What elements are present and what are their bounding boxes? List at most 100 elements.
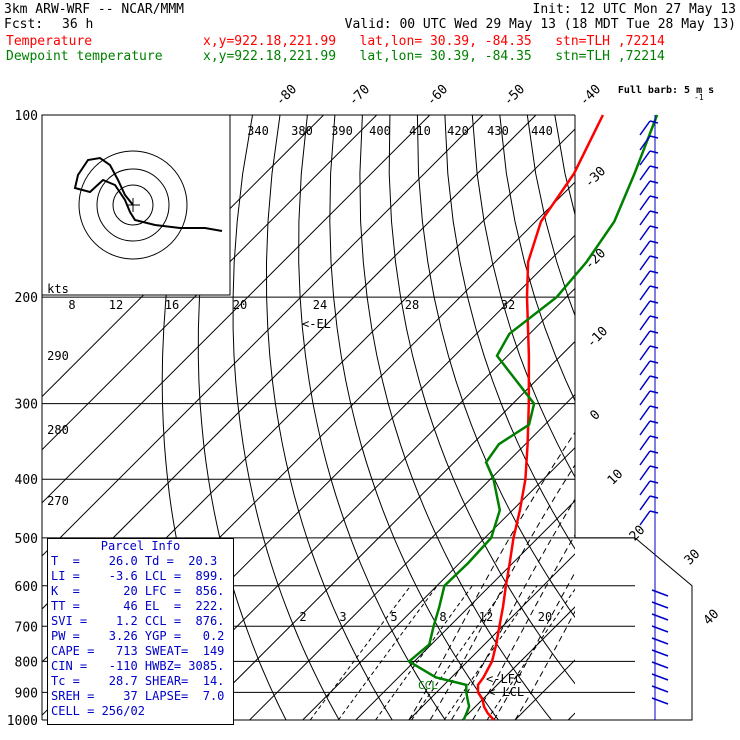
mixing-ratio-label: 3 (339, 610, 346, 624)
isotherm-label: -50 (501, 82, 528, 109)
theta-label: 410 (409, 124, 431, 138)
isotherm-label: 40 (701, 607, 723, 629)
wind-barb (639, 165, 651, 181)
theta-label: 290 (47, 349, 69, 363)
wind-barb (651, 601, 669, 609)
pressure-tick-label: 600 (15, 580, 38, 595)
wind-barb (651, 589, 669, 597)
wind-barb (639, 300, 651, 316)
wind-barb-flag (649, 450, 659, 454)
wind-barb-flag (649, 435, 659, 439)
parcel-row: SVI = 1.2 CCL = 876. (51, 614, 225, 628)
dry-adiabat (499, 115, 575, 402)
wind-barb-flag (649, 345, 659, 349)
mixing-ratio-label: 8 (439, 610, 446, 624)
wind-barb-flag (649, 390, 659, 394)
isotherm-line (143, 287, 575, 720)
hodo-trace (73, 156, 223, 232)
wind-barb (651, 685, 669, 693)
wind-barb (651, 649, 669, 657)
wind-barb (651, 625, 669, 633)
wind-barb (639, 240, 651, 256)
dry-adiabat (388, 115, 575, 685)
pressure-tick-label: 200 (15, 291, 38, 306)
wind-barb (639, 315, 651, 331)
dry-adiabat (665, 115, 740, 733)
wind-barb-flag (649, 495, 659, 499)
wind-barb-flag (649, 180, 659, 184)
wind-barb-flag (649, 465, 659, 469)
mixing-ratio-label: 20 (538, 610, 552, 624)
wind-barb-flag (649, 375, 659, 379)
parcel-row: K = 20 LFC = 856. (51, 584, 225, 598)
wind-barb-flag (649, 405, 659, 409)
moist-adiabat (429, 464, 575, 720)
wind-barb (639, 285, 651, 301)
pressure-tick-label: 1000 (7, 714, 38, 729)
hodo-scale-label: 20 (233, 298, 247, 312)
wind-barb (639, 150, 651, 166)
dry-adiabat (329, 115, 500, 720)
pressure-tick-label: 500 (15, 532, 38, 547)
dry-adiabat (637, 115, 740, 733)
wind-barb (639, 270, 651, 286)
mixing-ratio-label: 2 (299, 610, 306, 624)
parcel-row: TT = 46 EL = 222. (51, 599, 225, 613)
dry-adiabat (444, 115, 575, 550)
pressure-tick-label: 100 (15, 109, 38, 124)
dry-adiabat (471, 115, 575, 479)
hodo-scale-label: 12 (109, 298, 123, 312)
hodo-scale-label: 28 (405, 298, 419, 312)
wind-barb (639, 345, 651, 361)
wind-barb-flag (649, 120, 659, 124)
wind-barb-flag (649, 480, 659, 484)
model-title: 3km ARW-WRF -- NCAR/MMM (4, 2, 185, 17)
wind-barb (639, 360, 651, 376)
wind-barb-flag (649, 240, 659, 244)
pressure-tick-label: 800 (15, 655, 38, 670)
parcel-row: Tc = 28.7 SHEAR= 14. (51, 674, 225, 688)
wind-barb-flag (649, 195, 659, 199)
isotherm-line (196, 340, 575, 720)
theta-label: 400 (369, 124, 391, 138)
moist-adiabat (514, 610, 575, 720)
wind-scale-label: Full barb: 5 m s (618, 85, 714, 96)
theta-label: 440 (531, 124, 553, 138)
lower-frame (42, 537, 693, 721)
wind-barb (639, 420, 651, 436)
wind-scale-exponent: -1 (694, 93, 704, 102)
theta-label: 430 (487, 124, 509, 138)
hodo-scale-label: 32 (501, 298, 515, 312)
isotherm-line (408, 553, 575, 720)
dewpoint-legend: Dewpoint temperature (6, 49, 163, 64)
isotherm-label: 10 (605, 467, 627, 489)
wind-barb (651, 661, 669, 669)
isotherm-line (355, 500, 575, 720)
wind-barb-flag (649, 300, 659, 304)
moist-adiabat (408, 431, 575, 720)
mixing-ratio-line (309, 585, 411, 720)
wind-barb (639, 195, 651, 211)
wind-barb-flag (649, 210, 659, 214)
parcel-row: T = 26.0 Td = 20.3 (51, 554, 218, 568)
wind-barb (639, 435, 651, 451)
wind-barb-flag (649, 225, 659, 229)
wind-barb-flag (649, 135, 659, 139)
wind-barb (651, 673, 669, 681)
wind-barb (639, 210, 651, 226)
theta-label: 340 (247, 124, 269, 138)
parcel-row: CIN = -110 HWBZ= 3085. (51, 659, 225, 673)
ccl-annotation: CCL (418, 679, 438, 692)
mixing-ratio-label: 12 (479, 610, 493, 624)
valid-time: Valid: 00 UTC Wed 29 May 13 (18 MDT Tue … (344, 17, 736, 32)
isotherm-line (461, 606, 575, 720)
wind-barb (639, 255, 651, 271)
wind-barb-flag (649, 420, 659, 424)
parcel-row: CAPE = 713 SWEAT= 149 (51, 644, 225, 658)
theta-label: 380 (291, 124, 313, 138)
isotherm-label: 30 (682, 547, 704, 569)
isotherm-label: -30 (582, 164, 609, 191)
isotherm-line (621, 115, 740, 720)
wind-barb (639, 120, 651, 136)
fcst-value: 36 h (62, 17, 94, 32)
